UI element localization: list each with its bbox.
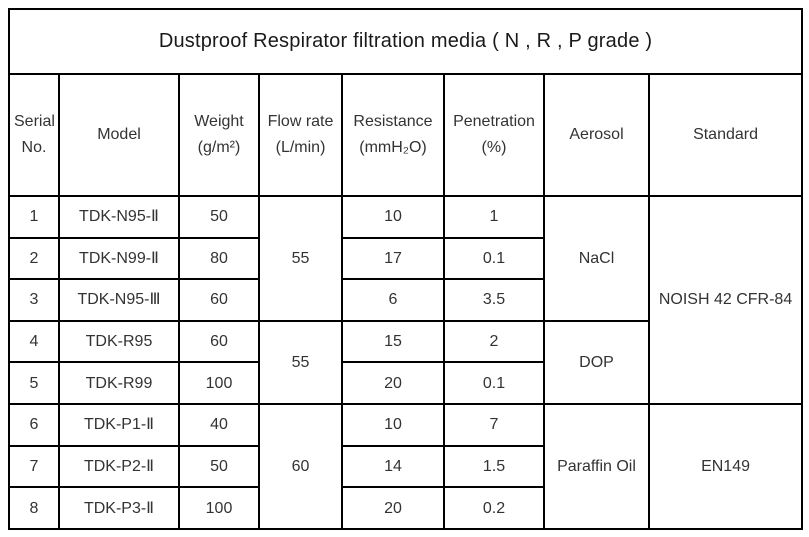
weight-cell: 80 bbox=[178, 236, 260, 281]
model-cell: TDK-N99-Ⅱ bbox=[58, 236, 180, 281]
serial-cell: 7 bbox=[8, 444, 60, 489]
aerosol-merged-cell-nacl: NaCl bbox=[543, 194, 650, 322]
penetration-cell: 1.5 bbox=[443, 444, 545, 489]
penetration-cell: 2 bbox=[443, 319, 545, 364]
col-header-flow-rate: Flow rate (L/min) bbox=[258, 73, 343, 197]
table-row-7: 7 TDK-P2-Ⅱ 50 14 1.5 bbox=[8, 444, 802, 489]
standard-merged-cell-noish: NOISH 42 CFR-84 bbox=[647, 194, 804, 406]
model-cell: TDK-P1-Ⅱ bbox=[58, 403, 180, 447]
penetration-cell: 0.1 bbox=[443, 236, 545, 281]
weight-cell: 60 bbox=[178, 278, 260, 322]
col-header-aerosol: Aerosol bbox=[543, 73, 650, 197]
title-row: Dustproof Respirator filtration media ( … bbox=[7, 8, 804, 75]
model-cell: TDK-N95-Ⅲ bbox=[58, 278, 180, 322]
flow-rate-merged-cell-n: 55 bbox=[258, 194, 343, 322]
model-cell: TDK-R99 bbox=[58, 361, 180, 406]
serial-cell: 3 bbox=[8, 278, 60, 322]
model-cell: TDK-P2-Ⅱ bbox=[58, 444, 180, 489]
serial-cell: 2 bbox=[8, 236, 60, 281]
serial-cell: 8 bbox=[8, 486, 60, 530]
model-cell: TDK-N95-Ⅱ bbox=[58, 194, 180, 239]
serial-cell: 4 bbox=[8, 319, 60, 364]
model-cell: TDK-R95 bbox=[58, 319, 180, 364]
resistance-cell: 10 bbox=[341, 194, 445, 239]
table-row-4: 4 TDK-R95 60 55 15 2 DOP bbox=[8, 319, 802, 406]
table-row-3: 3 TDK-N95-Ⅲ 60 6 3.5 bbox=[8, 278, 802, 322]
weight-cell: 100 bbox=[178, 361, 260, 406]
weight-cell: 60 bbox=[178, 319, 260, 364]
table-row-1: 1 TDK-N95-Ⅱ 50 55 10 1 NaCl NOISH 42 CFR… bbox=[8, 194, 804, 406]
col-header-standard: Standard bbox=[647, 73, 804, 197]
penetration-cell: 1 bbox=[443, 194, 545, 239]
filtration-media-spec-table: Dustproof Respirator filtration media ( … bbox=[7, 8, 804, 530]
model-cell: TDK-P3-Ⅱ bbox=[58, 486, 180, 530]
col-header-resistance: Resistance (mmH₂O) bbox=[341, 73, 445, 197]
resistance-cell: 15 bbox=[341, 319, 445, 364]
penetration-cell: 0.2 bbox=[443, 486, 545, 530]
penetration-cell: 3.5 bbox=[443, 278, 545, 322]
penetration-cell: 0.1 bbox=[443, 361, 545, 406]
resistance-cell: 17 bbox=[341, 236, 445, 281]
serial-cell: 5 bbox=[8, 361, 60, 406]
aerosol-merged-cell-paraffin: Paraffin Oil bbox=[543, 403, 650, 530]
table-row-8: 8 TDK-P3-Ⅱ 100 20 0.2 bbox=[8, 486, 802, 530]
header-row: Serial No. Model Weight (g/m²) Flow rate… bbox=[8, 73, 804, 197]
flow-rate-merged-cell-r: 55 bbox=[258, 319, 343, 406]
flow-rate-merged-cell-p: 60 bbox=[258, 403, 343, 530]
weight-cell: 50 bbox=[178, 194, 260, 239]
col-header-weight: Weight (g/m²) bbox=[178, 73, 260, 197]
col-header-penetration: Penetration (%) bbox=[443, 73, 545, 197]
serial-cell: 1 bbox=[8, 194, 60, 239]
col-header-serial-no: Serial No. bbox=[8, 73, 60, 197]
table-row-5: 5 TDK-R99 100 20 0.1 bbox=[8, 361, 802, 406]
resistance-cell: 10 bbox=[341, 403, 445, 447]
weight-cell: 100 bbox=[178, 486, 260, 530]
resistance-cell: 20 bbox=[341, 486, 445, 530]
standard-merged-cell-en149: EN149 bbox=[647, 403, 804, 530]
serial-cell: 6 bbox=[8, 403, 60, 447]
col-header-model: Model bbox=[58, 73, 180, 197]
weight-cell: 50 bbox=[178, 444, 260, 489]
resistance-cell: 20 bbox=[341, 361, 445, 406]
table-row-6: 6 TDK-P1-Ⅱ 40 60 10 7 Paraffin Oil EN149 bbox=[8, 403, 804, 530]
penetration-cell: 7 bbox=[443, 403, 545, 447]
table-title: Dustproof Respirator filtration media ( … bbox=[7, 8, 804, 75]
weight-cell: 40 bbox=[178, 403, 260, 447]
table-row-2: 2 TDK-N99-Ⅱ 80 17 0.1 bbox=[8, 236, 802, 281]
aerosol-merged-cell-dop: DOP bbox=[543, 319, 650, 406]
resistance-cell: 6 bbox=[341, 278, 445, 322]
resistance-cell: 14 bbox=[341, 444, 445, 489]
